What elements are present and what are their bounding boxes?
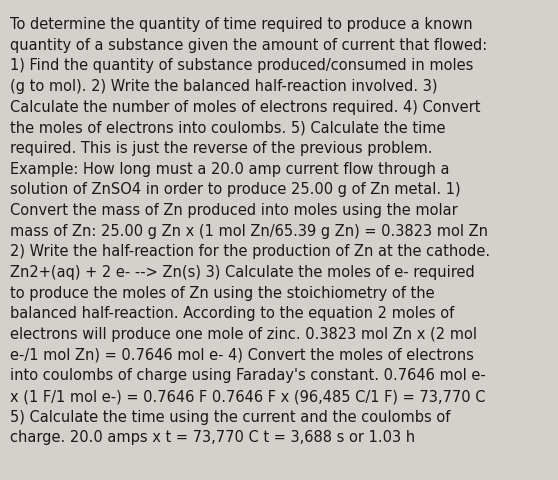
- Text: solution of ZnSO4 in order to produce 25.00 g of Zn metal. 1): solution of ZnSO4 in order to produce 25…: [10, 182, 461, 197]
- Text: into coulombs of charge using Faraday's constant. 0.7646 mol e-: into coulombs of charge using Faraday's …: [10, 368, 486, 383]
- Text: Calculate the number of moles of electrons required. 4) Convert: Calculate the number of moles of electro…: [10, 99, 480, 114]
- Text: 5) Calculate the time using the current and the coulombs of: 5) Calculate the time using the current …: [10, 409, 450, 424]
- Text: Example: How long must a 20.0 amp current flow through a: Example: How long must a 20.0 amp curren…: [10, 161, 450, 176]
- Text: required. This is just the reverse of the previous problem.: required. This is just the reverse of th…: [10, 141, 432, 156]
- Text: the moles of electrons into coulombs. 5) Calculate the time: the moles of electrons into coulombs. 5)…: [10, 120, 445, 135]
- Text: 1) Find the quantity of substance produced/consumed in moles: 1) Find the quantity of substance produc…: [10, 58, 473, 73]
- Text: quantity of a substance given the amount of current that flowed:: quantity of a substance given the amount…: [10, 37, 487, 52]
- Text: to produce the moles of Zn using the stoichiometry of the: to produce the moles of Zn using the sto…: [10, 285, 435, 300]
- Text: charge. 20.0 amps x t = 73,770 C t = 3,688 s or 1.03 h: charge. 20.0 amps x t = 73,770 C t = 3,6…: [10, 430, 415, 444]
- Text: Convert the mass of Zn produced into moles using the molar: Convert the mass of Zn produced into mol…: [10, 203, 458, 217]
- Text: (g to mol). 2) Write the balanced half-reaction involved. 3): (g to mol). 2) Write the balanced half-r…: [10, 79, 437, 94]
- Text: balanced half-reaction. According to the equation 2 moles of: balanced half-reaction. According to the…: [10, 306, 454, 321]
- Text: 2) Write the half-reaction for the production of Zn at the cathode.: 2) Write the half-reaction for the produ…: [10, 244, 490, 259]
- Text: mass of Zn: 25.00 g Zn x (1 mol Zn/65.39 g Zn) = 0.3823 mol Zn: mass of Zn: 25.00 g Zn x (1 mol Zn/65.39…: [10, 223, 488, 238]
- Text: electrons will produce one mole of zinc. 0.3823 mol Zn x (2 mol: electrons will produce one mole of zinc.…: [10, 326, 477, 341]
- Text: e-/1 mol Zn) = 0.7646 mol e- 4) Convert the moles of electrons: e-/1 mol Zn) = 0.7646 mol e- 4) Convert …: [10, 347, 474, 362]
- Text: x (1 F/1 mol e-) = 0.7646 F 0.7646 F x (96,485 C/1 F) = 73,770 C: x (1 F/1 mol e-) = 0.7646 F 0.7646 F x (…: [10, 388, 485, 403]
- Text: Zn2+(aq) + 2 e- --> Zn(s) 3) Calculate the moles of e- required: Zn2+(aq) + 2 e- --> Zn(s) 3) Calculate t…: [10, 264, 475, 279]
- Text: To determine the quantity of time required to produce a known: To determine the quantity of time requir…: [10, 17, 473, 32]
